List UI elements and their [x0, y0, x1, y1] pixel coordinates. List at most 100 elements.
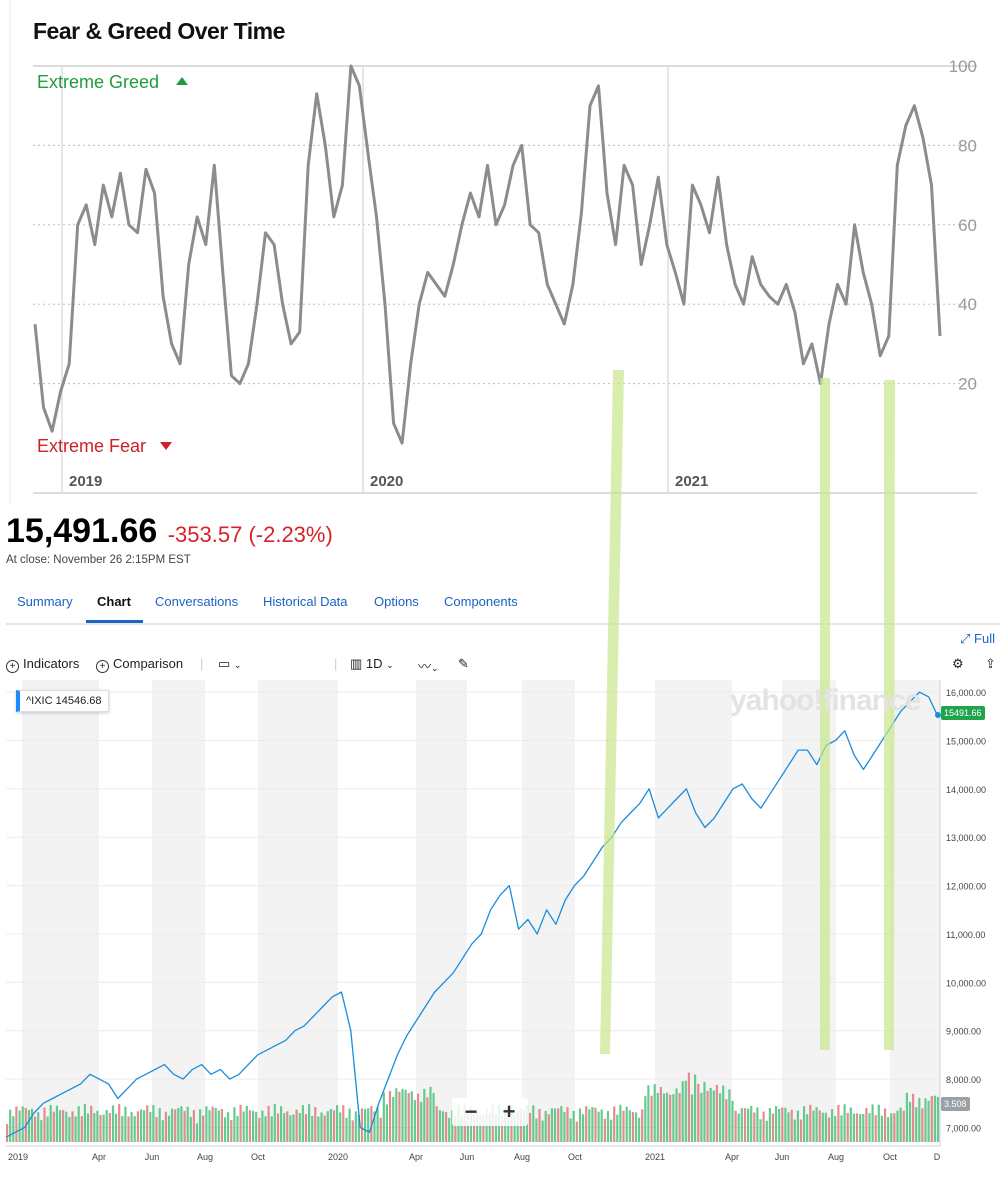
volume-bar	[759, 1119, 762, 1142]
settings-button[interactable]: ⚙	[952, 656, 964, 672]
volume-bar	[806, 1114, 809, 1142]
volume-bar	[217, 1110, 220, 1142]
volume-bar	[544, 1111, 547, 1142]
volume-bar	[124, 1106, 127, 1142]
volume-bar	[821, 1112, 824, 1142]
volume-bar	[329, 1109, 332, 1142]
tab-conversations[interactable]: Conversations	[155, 594, 239, 609]
nq-x-tick-label: Apr	[725, 1152, 739, 1162]
zoom-out-button[interactable]: −	[464, 1099, 478, 1124]
indicators-button[interactable]: + Indicators	[6, 656, 79, 673]
volume-bar	[71, 1111, 74, 1142]
highlight-bar	[600, 370, 624, 1054]
price-change: -353.57 (-2.23%)	[167, 522, 333, 547]
volume-bar	[407, 1093, 410, 1142]
fullscreen-label: Full	[974, 631, 995, 646]
ticker-legend[interactable]: ^IXIC 14546.68	[16, 690, 109, 712]
zoom-in-button[interactable]: +	[502, 1099, 516, 1124]
volume-bar	[46, 1116, 49, 1142]
volume-bar	[454, 1116, 457, 1142]
volume-bar	[479, 1115, 482, 1142]
volume-bar	[12, 1116, 15, 1142]
volume-bar	[93, 1113, 96, 1142]
volume-bar	[606, 1111, 610, 1142]
chevron-down-icon: ⌄	[431, 663, 439, 673]
nq-x-tick-label: 2020	[328, 1152, 348, 1162]
volume-bar	[395, 1088, 398, 1142]
chart-type-button[interactable]: 〰⌄	[418, 656, 439, 675]
nq-y-tick-label: 9,000.00	[946, 1027, 981, 1037]
volume-bar	[706, 1090, 709, 1142]
nq-x-tick-label: Aug	[197, 1152, 213, 1162]
volume-bar	[619, 1104, 622, 1142]
volume-bar	[740, 1108, 743, 1142]
volume-bar	[625, 1106, 628, 1142]
tab-options[interactable]: Options	[374, 594, 419, 609]
date-range-button[interactable]: ▭ ⌄	[218, 656, 241, 672]
volume-bar	[248, 1110, 251, 1142]
volume-bar	[121, 1116, 124, 1142]
toolbar-divider: |	[200, 656, 204, 671]
nq-x-tick-label: 2021	[645, 1152, 665, 1162]
volume-bar	[538, 1109, 541, 1142]
fullscreen-button[interactable]: ⤢ Full	[960, 631, 995, 647]
interval-button[interactable]: ▥ 1D ⌄	[350, 656, 394, 672]
nq-y-tick-label: 12,000.00	[946, 882, 986, 892]
nq-x-tick-label: 2019	[8, 1152, 28, 1162]
volume-bar	[616, 1114, 619, 1142]
draw-button[interactable]: ✎	[458, 656, 469, 672]
volume-bar	[435, 1106, 438, 1142]
volume-bar	[871, 1104, 874, 1142]
volume-bar	[376, 1106, 379, 1142]
volume-bar	[513, 1114, 516, 1142]
volume-bar	[488, 1113, 491, 1142]
volume-bar	[700, 1092, 703, 1142]
volume-bar	[703, 1081, 706, 1142]
volume-bar	[208, 1110, 211, 1142]
volume-bar	[709, 1087, 712, 1142]
volume-bar	[566, 1107, 569, 1142]
volume-bar	[694, 1074, 697, 1142]
tab-components[interactable]: Components	[444, 594, 518, 609]
volume-bar	[410, 1091, 413, 1142]
volume-bar	[367, 1108, 370, 1142]
volume-bar	[553, 1108, 557, 1142]
volume-bar	[205, 1106, 208, 1142]
volume-bar	[345, 1117, 348, 1142]
volume-bar	[460, 1116, 463, 1142]
tab-summary[interactable]: Summary	[17, 594, 73, 609]
volume-bar	[912, 1093, 915, 1142]
triangle-down-icon	[160, 442, 172, 450]
volume-bar	[392, 1096, 395, 1142]
volume-bar	[245, 1106, 248, 1142]
volume-bar	[336, 1105, 339, 1142]
volume-bar	[482, 1114, 485, 1142]
tab-historical-data[interactable]: Historical Data	[263, 594, 348, 609]
volume-bar	[824, 1112, 827, 1142]
volume-bar	[547, 1114, 550, 1142]
volume-bar	[631, 1112, 634, 1142]
watermark-logo: yahoo!finance	[730, 684, 921, 717]
volume-bar	[252, 1110, 255, 1142]
volume-bar	[323, 1115, 326, 1142]
nq-shaded-band	[152, 680, 205, 1142]
volume-bar	[466, 1113, 469, 1142]
nq-y-tick-label: 11,000.00	[946, 930, 985, 940]
tab-chart[interactable]: Chart	[97, 594, 131, 609]
fear-greed-line	[33, 64, 942, 445]
comparison-button[interactable]: + Comparison	[96, 656, 183, 673]
volume-bar	[451, 1110, 454, 1142]
volume-bar	[557, 1108, 560, 1142]
nq-shaded-band	[655, 680, 732, 1142]
volume-bar	[199, 1109, 202, 1142]
share-button[interactable]: ⇪	[985, 656, 996, 672]
fg-x-tick-label: 2020	[370, 473, 403, 490]
zoom-control: − +	[452, 1098, 528, 1126]
last-price-badge: 15491.66	[941, 706, 985, 720]
nq-y-tick-label: 16,000.00	[946, 688, 986, 698]
volume-bar	[662, 1093, 666, 1142]
volume-bar	[99, 1115, 102, 1142]
volume-bar	[787, 1112, 790, 1142]
nq-x-tick-label: Apr	[409, 1152, 423, 1162]
volume-bar	[933, 1095, 936, 1142]
